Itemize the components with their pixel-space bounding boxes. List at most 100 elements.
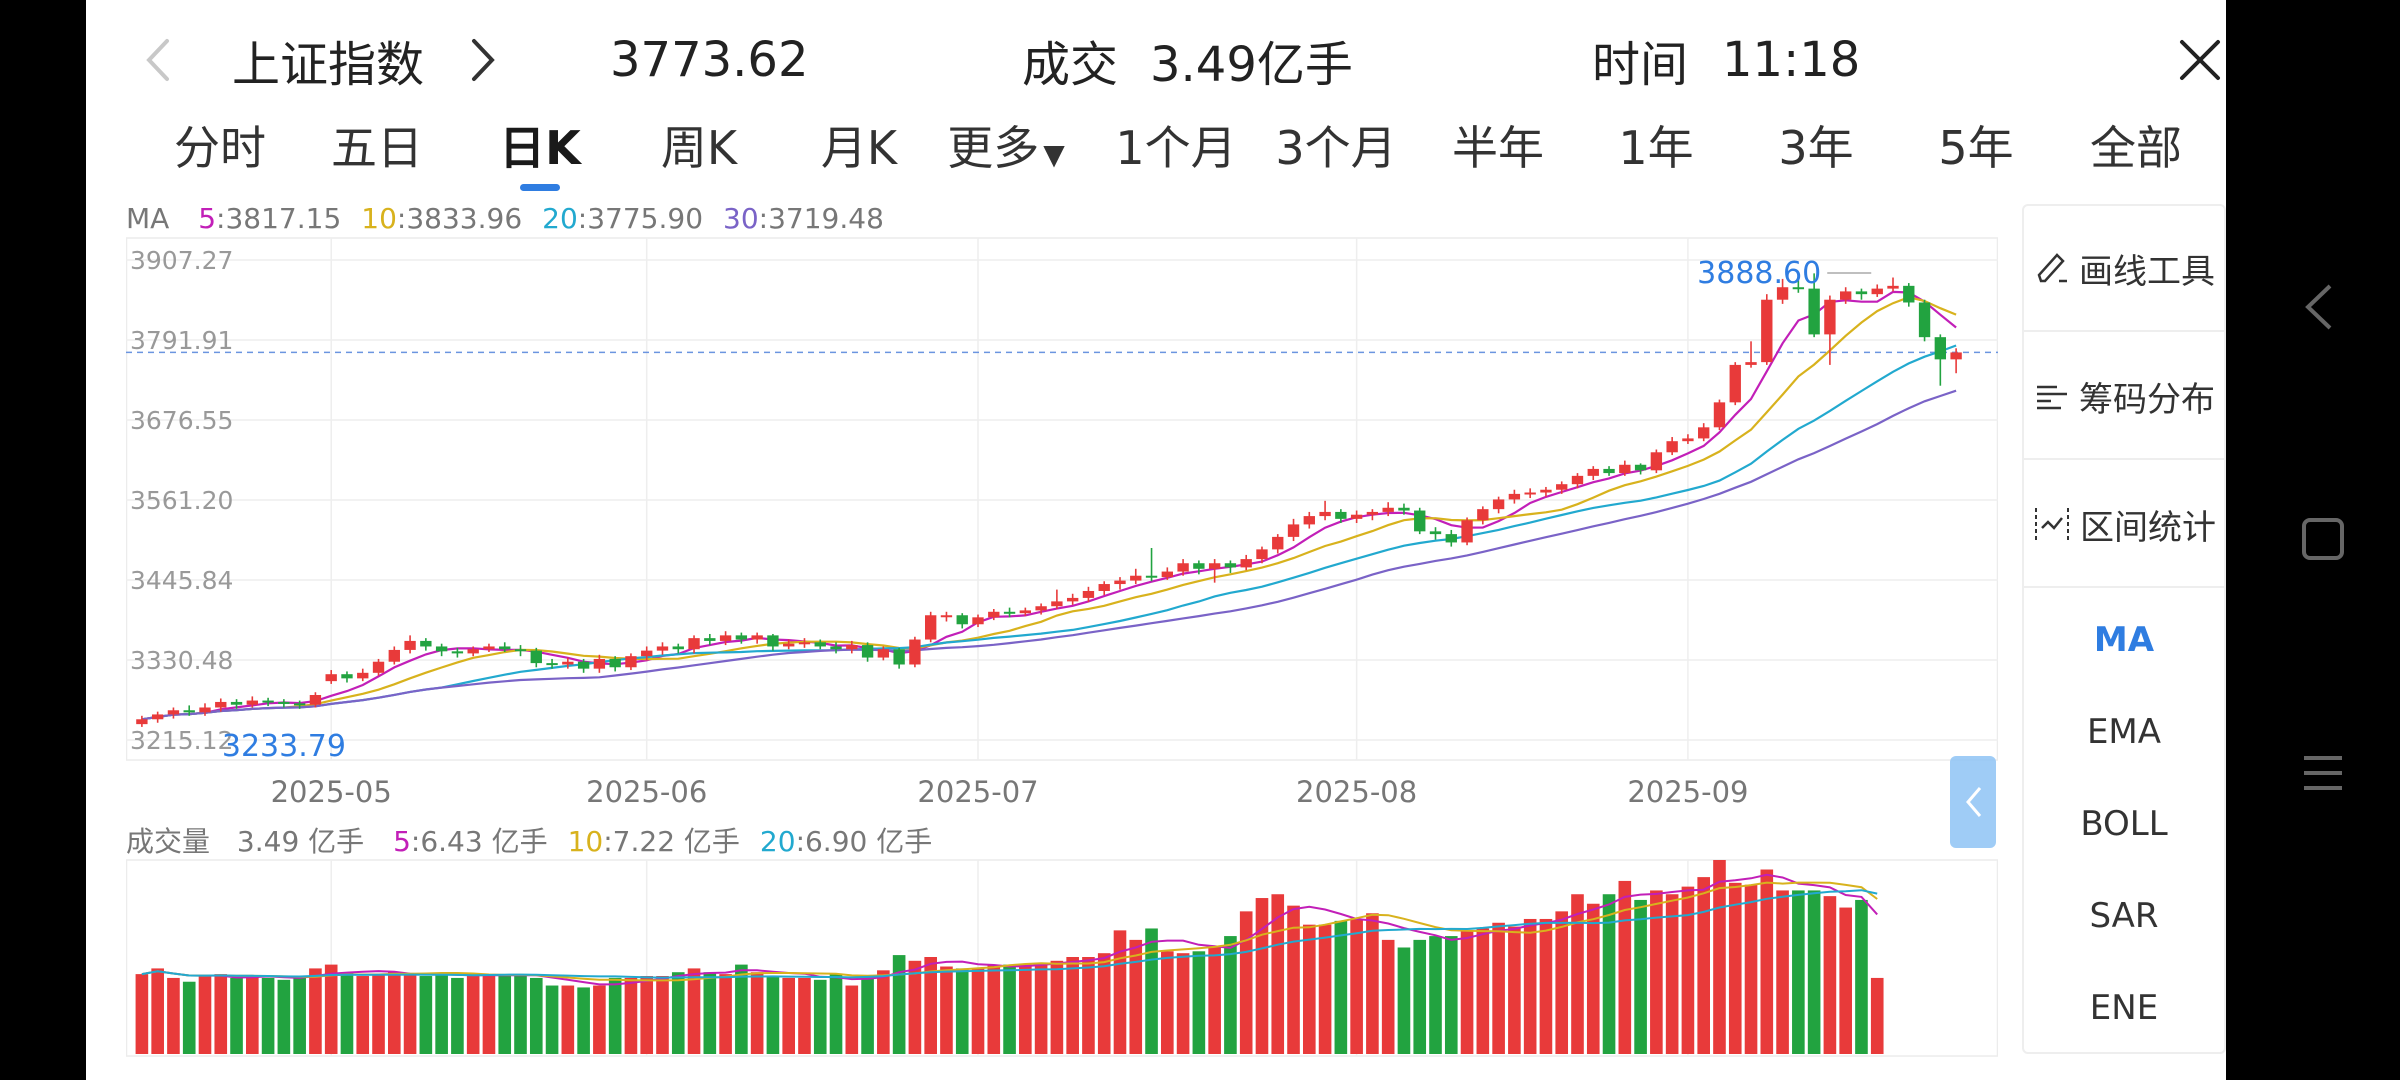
volume-value: 3.49亿手 (1150, 37, 1353, 93)
volume-bar (1176, 953, 1190, 1054)
candle-body (1556, 484, 1568, 490)
vol-key-5: 5 (393, 825, 411, 858)
candle-body (735, 635, 748, 640)
candle-body (609, 658, 621, 668)
tab-more[interactable]: 更多 ▼ (947, 108, 1065, 192)
candle-body (1603, 468, 1615, 474)
candle-body (1082, 590, 1095, 598)
tab-3-months[interactable]: 3个月 (1275, 121, 1397, 175)
tab-all[interactable]: 全部 (2090, 121, 2182, 175)
volume-bar (277, 979, 291, 1054)
candle-body (230, 701, 243, 705)
tab-half-year[interactable]: 半年 (1452, 121, 1544, 175)
candle-body (388, 649, 400, 662)
y-tick-label: 3561.20 (130, 486, 233, 515)
draw-tool-label: 画线工具 (2079, 251, 2215, 292)
tab-five-day[interactable]: 五日 (331, 121, 423, 175)
tab-5-years[interactable]: 5年 (1938, 121, 2014, 175)
volume-bar (261, 977, 275, 1054)
volume-bar (1224, 936, 1237, 1054)
volume-bar (1145, 928, 1158, 1054)
candle-body (877, 649, 890, 658)
draw-tool-button[interactable]: 画线工具 (2024, 206, 2224, 332)
tab-1-month[interactable]: 1个月 (1115, 121, 1237, 175)
indicator-boll[interactable]: BOLL (2080, 804, 2168, 844)
chevron-right-icon (472, 39, 495, 81)
volume-bar (624, 977, 638, 1054)
candle-body (1272, 536, 1284, 550)
tab-daily-k[interactable]: 日K (499, 121, 581, 175)
back-button[interactable] (141, 18, 191, 102)
volume-bar (1066, 957, 1079, 1054)
candle-body (909, 639, 921, 665)
candle-body (1682, 438, 1694, 442)
indicator-sar[interactable]: SAR (2089, 896, 2159, 936)
vol-ma20-line (141, 889, 1878, 979)
candle-body (1003, 611, 1016, 614)
volume-bar (1161, 951, 1174, 1054)
indicator-ene[interactable]: ENE (2089, 988, 2159, 1028)
volume-bar (309, 968, 322, 1054)
chip-distribution-label: 筹码分布 (2079, 379, 2215, 420)
volume-bar (1239, 911, 1253, 1054)
candle-body (767, 635, 779, 647)
volume-bar (182, 981, 196, 1054)
candle-body (1524, 492, 1536, 495)
candle-body (1114, 580, 1126, 585)
candle-body (861, 645, 874, 658)
volume-bar (1776, 890, 1789, 1054)
volume-bar (1019, 964, 1032, 1054)
volume-bar (135, 974, 149, 1054)
chip-distribution-button[interactable]: 筹码分布 (2024, 334, 2224, 460)
tab-1-year[interactable]: 1年 (1618, 121, 1694, 175)
y-tick-label: 3907.27 (130, 246, 233, 275)
volume-bar (1397, 947, 1411, 1054)
range-stats-button[interactable]: 区间统计 (2024, 462, 2224, 588)
chevron-left-icon (1966, 787, 1982, 817)
next-button[interactable] (466, 18, 516, 102)
volume-bar (340, 972, 354, 1054)
volume-bar (403, 974, 417, 1054)
volume-bar (1681, 886, 1695, 1054)
tab-3-years[interactable]: 3年 (1778, 121, 1854, 175)
range-stats-icon (2035, 508, 2069, 540)
volume-bar (1508, 926, 1521, 1054)
volume-bar (466, 974, 480, 1054)
index-name: 上证指数 (232, 37, 425, 93)
volume-bar (1444, 936, 1458, 1054)
candle-body (215, 701, 227, 708)
candle-body (1887, 285, 1899, 289)
nav-home-icon[interactable] (2300, 516, 2346, 562)
nav-back-icon[interactable] (2300, 282, 2340, 332)
volume-bar (782, 977, 796, 1054)
volume-bar (1728, 882, 1742, 1054)
indicator-ma[interactable]: MA (2093, 620, 2155, 660)
volume-bar (246, 976, 259, 1054)
candle-body (530, 650, 542, 664)
volume-bar (1665, 894, 1679, 1054)
volume-bar (1586, 903, 1600, 1054)
volume-bar (419, 976, 433, 1054)
volume-bar (387, 972, 401, 1054)
x-tick-label: 2025-06 (586, 775, 707, 809)
tab-weekly-k[interactable]: 周K (660, 121, 738, 175)
volume-bar (1082, 957, 1095, 1054)
candle-body (1224, 563, 1237, 568)
volume-bar (1571, 894, 1584, 1054)
kline-chart[interactable]: MA 5:3817.15 10:3833.96 20:3775.90 30:3719.… (126, 200, 1998, 1060)
candle-body (483, 646, 495, 650)
candle-body (357, 672, 369, 679)
nav-menu-icon[interactable] (2300, 750, 2346, 796)
candle-body (199, 707, 211, 713)
candle-body (1934, 337, 1947, 360)
volume-bar (1460, 930, 1474, 1054)
indicator-ema[interactable]: EMA (2086, 712, 2162, 752)
volume-bar (845, 985, 859, 1054)
tab-monthly-k[interactable]: 月K (820, 121, 898, 175)
close-button[interactable] (2178, 18, 2226, 102)
candle-body (1366, 511, 1379, 515)
x-tick-label: 2025-05 (271, 775, 392, 809)
candle-body (1918, 302, 1931, 338)
volume-bar (892, 955, 906, 1054)
tab-intraday[interactable]: 分时 (174, 121, 266, 175)
